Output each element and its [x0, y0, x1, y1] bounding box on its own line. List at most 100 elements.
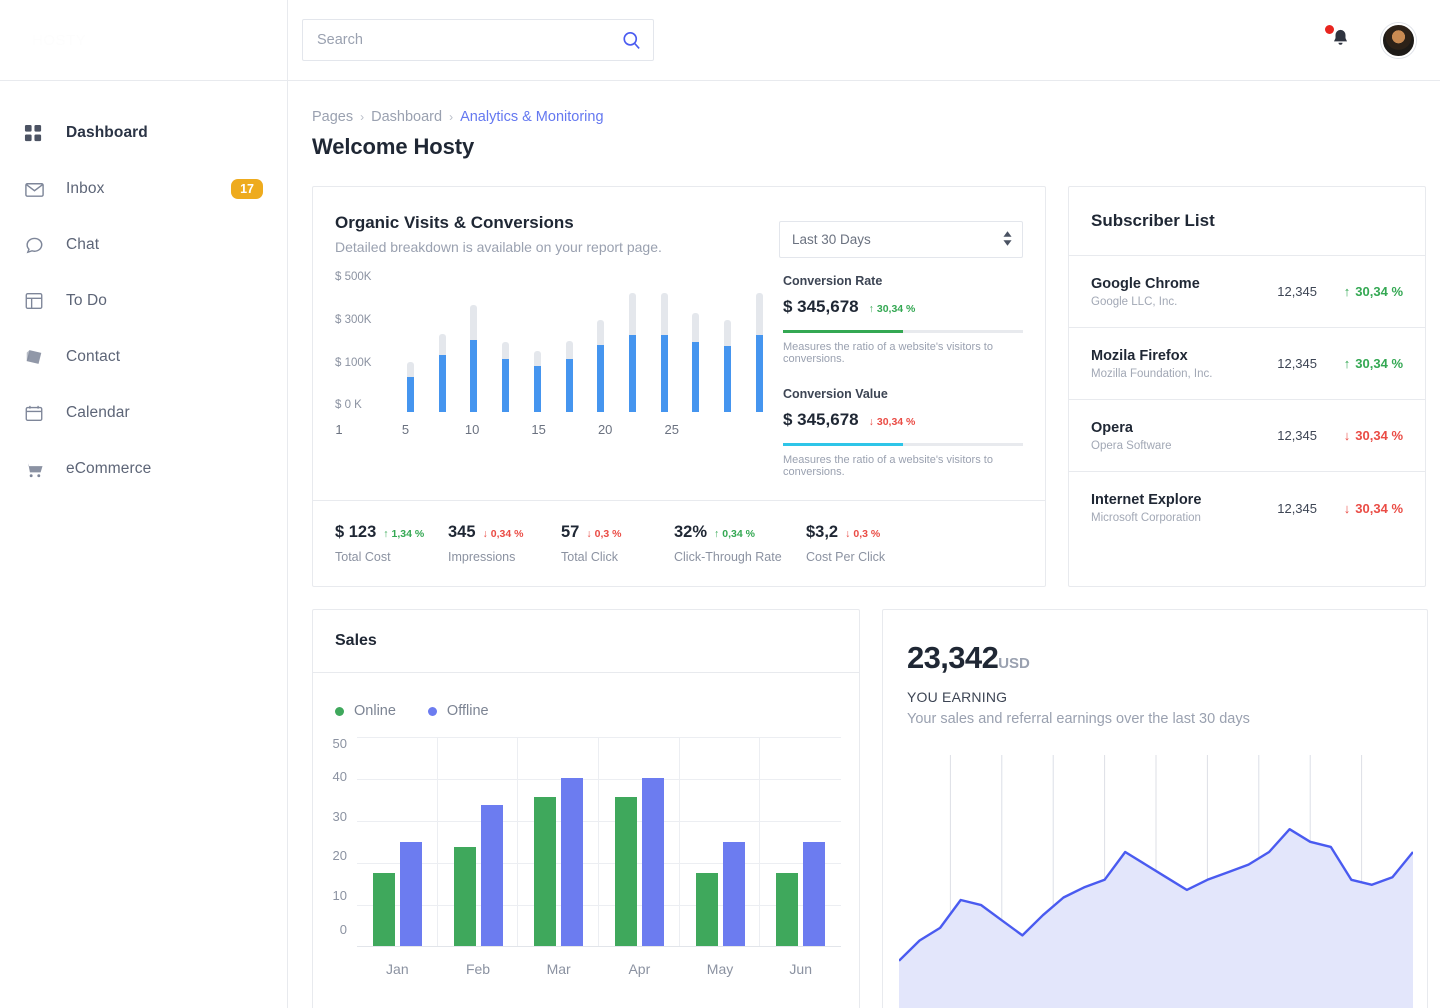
sidebar-item-ecommerce[interactable]: eCommerce [0, 441, 287, 497]
metric-label: Conversion Value [782, 387, 888, 401]
organic-bars [397, 272, 769, 412]
sales-bar-group [680, 737, 761, 946]
search-icon[interactable] [618, 27, 644, 53]
notification-bell-icon[interactable] [1325, 25, 1355, 53]
x-tick: 20 [597, 422, 613, 437]
breadcrumb-pages[interactable]: Pages [312, 109, 354, 125]
group-divider [436, 737, 438, 946]
earnings-label: YOU EARNING [907, 689, 1008, 705]
dashboard-row-bottom: Sales Online Offline [312, 609, 1428, 1008]
stat-delta: ↑ 1,34 % [383, 528, 424, 540]
organic-bar-value [724, 346, 732, 412]
sales-card-title: Sales [335, 632, 377, 649]
grid-icon [24, 124, 52, 143]
earnings-amount: 23,342 [907, 640, 999, 675]
sales-chart-plot: 50 40 30 20 10 0 [323, 737, 841, 947]
sidebar-item-chat[interactable]: Chat [0, 217, 287, 273]
sales-x-axis: Jan Feb Mar Apr May Jun [323, 961, 841, 977]
sidebar-item-calendar[interactable]: Calendar [0, 385, 287, 441]
y-tick: 0 [339, 921, 347, 937]
sidebar-item-label: Contact [66, 348, 121, 365]
subscriber-row[interactable]: Internet Explore Microsoft Corporation 12,… [1069, 472, 1425, 544]
organic-bar-remaining [533, 351, 541, 366]
sales-bar-offline [399, 841, 422, 946]
x-tick: 25 [664, 422, 679, 437]
subscriber-list-card: Subscriber List Google Chrome Google LLC,… [1068, 186, 1426, 587]
subscriber-info: Opera Opera Software [1091, 420, 1259, 452]
breadcrumb-dashboard[interactable]: Dashboard [371, 109, 443, 125]
legend-item-online[interactable]: Online [335, 703, 396, 719]
earnings-card: 23,342USD YOU EARNING Your sales and ref… [882, 609, 1428, 1008]
envelope-icon [24, 179, 52, 200]
organic-bar [660, 272, 668, 412]
organic-bar [533, 272, 541, 412]
metric-progress-fill [782, 443, 903, 446]
sales-bar-groups [357, 737, 841, 946]
x-tick: Feb [465, 961, 491, 977]
x-tick: 15 [531, 422, 546, 437]
metric-delta-value: 30,34 % [876, 303, 916, 315]
legend-dot [427, 706, 437, 716]
date-range-select[interactable]: Last 30 Days [779, 221, 1023, 258]
stat-delta: ↓ 0,3 % [586, 528, 621, 540]
conversion-rate-metric: Conversion Rate $ 345,678 ↑ 30,34 % M [782, 274, 1023, 365]
organic-bar-remaining [724, 320, 732, 347]
sidebar-item-inbox[interactable]: Inbox 17 [0, 161, 287, 217]
organic-card-body: $ 500K $ 300K $ 100K $ 0 K 1 5 10 15 20 25 [313, 258, 1045, 500]
sidebar-item-dashboard[interactable]: Dashboard [0, 105, 287, 161]
stat-value: 57 [561, 523, 580, 541]
sidebar-item-contact[interactable]: Contact [0, 329, 287, 385]
sales-bar-chart: 50 40 30 20 10 0 Jan Feb Mar Apr May Jun [313, 719, 859, 977]
organic-bar [597, 272, 605, 412]
sidebar-item-label: Calendar [66, 404, 130, 421]
sidebar-item-label: Inbox [66, 180, 105, 197]
arrow-down-icon: ↓ [1343, 428, 1351, 443]
organic-bar-value [629, 335, 637, 412]
arrow-down-icon: ↓ [845, 528, 851, 540]
dashboard-row-top: Organic Visits & Conversions Detailed br… [312, 186, 1428, 587]
topbar-right [1325, 22, 1416, 58]
group-divider [598, 737, 600, 946]
x-tick: Mar [546, 961, 571, 977]
avatar[interactable] [1381, 22, 1416, 58]
legend-item-offline[interactable]: Offline [427, 703, 489, 719]
sales-bar-group [599, 737, 680, 946]
sidebar: HOSTY Dashboard Inbox 17 Chat [0, 0, 288, 1008]
search-input[interactable] [302, 19, 654, 61]
sales-bar-online [695, 873, 718, 946]
subscriber-row[interactable]: Mozila Firefox Mozilla Foundation, Inc. 12… [1069, 328, 1425, 400]
book-icon [24, 347, 52, 367]
subscriber-info: Google Chrome Google LLC, Inc. [1091, 276, 1259, 308]
organic-bar-remaining [755, 292, 763, 335]
sales-y-axis: 50 40 30 20 10 0 [323, 737, 357, 947]
chat-bubble-icon [24, 235, 52, 256]
subscriber-row[interactable]: Google Chrome Google LLC, Inc. 12,345 ↑ 30,3… [1069, 256, 1425, 328]
sidebar-item-to-do[interactable]: To Do [0, 273, 287, 329]
sales-plot-area [357, 737, 841, 947]
organic-bar [438, 272, 446, 412]
y-tick: $ 500K [335, 271, 372, 283]
subscriber-row[interactable]: Opera Opera Software 12,345 ↓ 30,34 % [1069, 400, 1425, 472]
arrow-up-icon: ↑ [868, 303, 874, 315]
calendar-icon [24, 403, 52, 423]
breadcrumb: Pages › Dashboard › Analytics & Monitori… [312, 109, 1428, 125]
x-tick: Jun [789, 961, 812, 977]
metric-note: Measures the ratio of a website's visito… [782, 341, 993, 365]
legend-label: Online [354, 703, 396, 719]
metric-value-row: $ 345,678 ↑ 30,34 % [783, 297, 1023, 317]
stat-name: Total Cost [335, 550, 391, 564]
sales-bar-group [357, 737, 438, 946]
conversion-metrics: Conversion Rate $ 345,678 ↑ 30,34 % M [782, 272, 1023, 478]
sales-bar-offline [561, 778, 584, 946]
subscriber-delta: ↓ 30,34 % [1317, 428, 1403, 443]
y-tick: $ 100K [335, 356, 372, 369]
organic-bar [502, 272, 510, 412]
layout-icon [24, 291, 52, 311]
organic-bar-value [755, 335, 763, 412]
organic-y-axis: $ 500K $ 300K $ 100K $ 0 K [335, 271, 397, 412]
sales-bar-online [453, 847, 476, 946]
logo-area: HOSTY [0, 0, 287, 81]
cart-icon [24, 459, 52, 480]
organic-card-title: Organic Visits & Conversions [335, 213, 574, 232]
breadcrumb-current[interactable]: Analytics & Monitoring [460, 109, 604, 125]
